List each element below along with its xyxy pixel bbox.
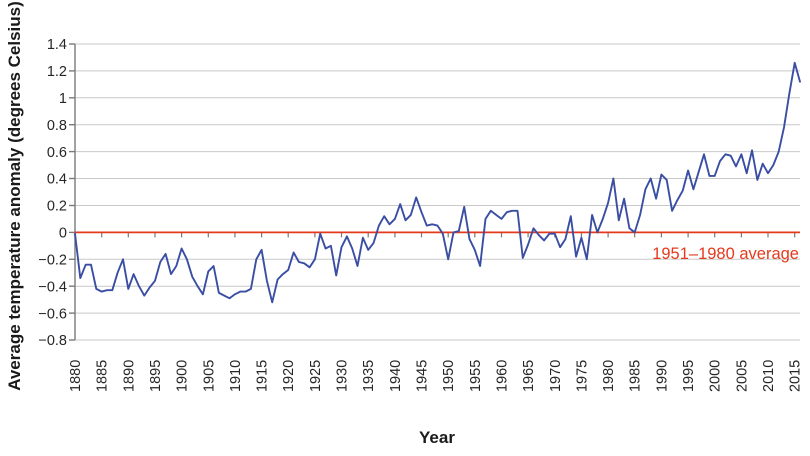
tick-labels: 1.4 1.2 1 0.8 0.6 0.4 0.2 0 −0.2 −0.4 −0.6 −0.81880… xyxy=(38,37,803,392)
x-tick-label: 1880 xyxy=(68,360,84,392)
gridlines xyxy=(75,43,800,341)
x-axis-title: Year xyxy=(419,428,455,447)
y-axis-title: Average temperature anomaly (degrees Cel… xyxy=(5,1,24,391)
y-tick-label: 0.8 xyxy=(47,118,67,134)
x-tick-label: 1985 xyxy=(628,360,644,392)
x-tick-label: 1940 xyxy=(388,360,404,392)
y-tick-label: 0.4 xyxy=(47,172,67,188)
x-tick-label: 1990 xyxy=(654,360,670,392)
y-tick-label: 1.2 xyxy=(47,64,67,80)
x-tick-label: 1900 xyxy=(175,360,191,392)
y-tick-label: −0.2 xyxy=(38,253,67,269)
axes xyxy=(69,43,796,341)
y-tick-label: 1 xyxy=(59,91,67,107)
x-tick-label: 1915 xyxy=(255,360,271,392)
y-tick-label: 0.2 xyxy=(47,199,67,215)
x-tick-label: 1960 xyxy=(495,360,511,392)
x-tick-label: 1895 xyxy=(148,360,164,392)
x-tick-label: 1910 xyxy=(228,360,244,392)
x-tick-label: 1885 xyxy=(95,360,111,392)
x-tick-label: 1945 xyxy=(415,360,431,392)
x-tick-label: 1905 xyxy=(201,360,217,392)
x-tick-label: 1950 xyxy=(441,360,457,392)
x-tick-label: 1920 xyxy=(281,360,297,392)
x-tick-label: 1930 xyxy=(335,360,351,392)
y-tick-label: −0.8 xyxy=(38,333,67,349)
y-tick-label: 0.6 xyxy=(47,145,67,161)
x-tick-label: 1935 xyxy=(361,360,377,392)
x-tick-label: 1995 xyxy=(681,360,697,392)
x-tick-label: 2005 xyxy=(734,360,750,392)
x-tick-label: 2015 xyxy=(788,360,804,392)
x-tick-label: 1975 xyxy=(574,360,590,392)
x-tick-label: 1965 xyxy=(521,360,537,392)
y-tick-label: −0.6 xyxy=(38,306,67,322)
x-tick-label: 1925 xyxy=(308,360,324,392)
y-tick-label: 1.4 xyxy=(47,37,67,53)
x-tick-label: 1980 xyxy=(601,360,617,392)
y-tick-label: 0 xyxy=(59,226,67,242)
temperature-line xyxy=(74,61,801,304)
x-tick-label: 1970 xyxy=(548,360,564,392)
data-series xyxy=(74,61,801,304)
x-tick-label: 1890 xyxy=(121,360,137,392)
x-tick-label: 2010 xyxy=(761,360,777,392)
x-tick-label: 1955 xyxy=(468,360,484,392)
x-tick-label: 2000 xyxy=(708,360,724,392)
reference-line-label: 1951–1980 average xyxy=(652,245,799,263)
y-tick-label: −0.4 xyxy=(38,279,67,295)
